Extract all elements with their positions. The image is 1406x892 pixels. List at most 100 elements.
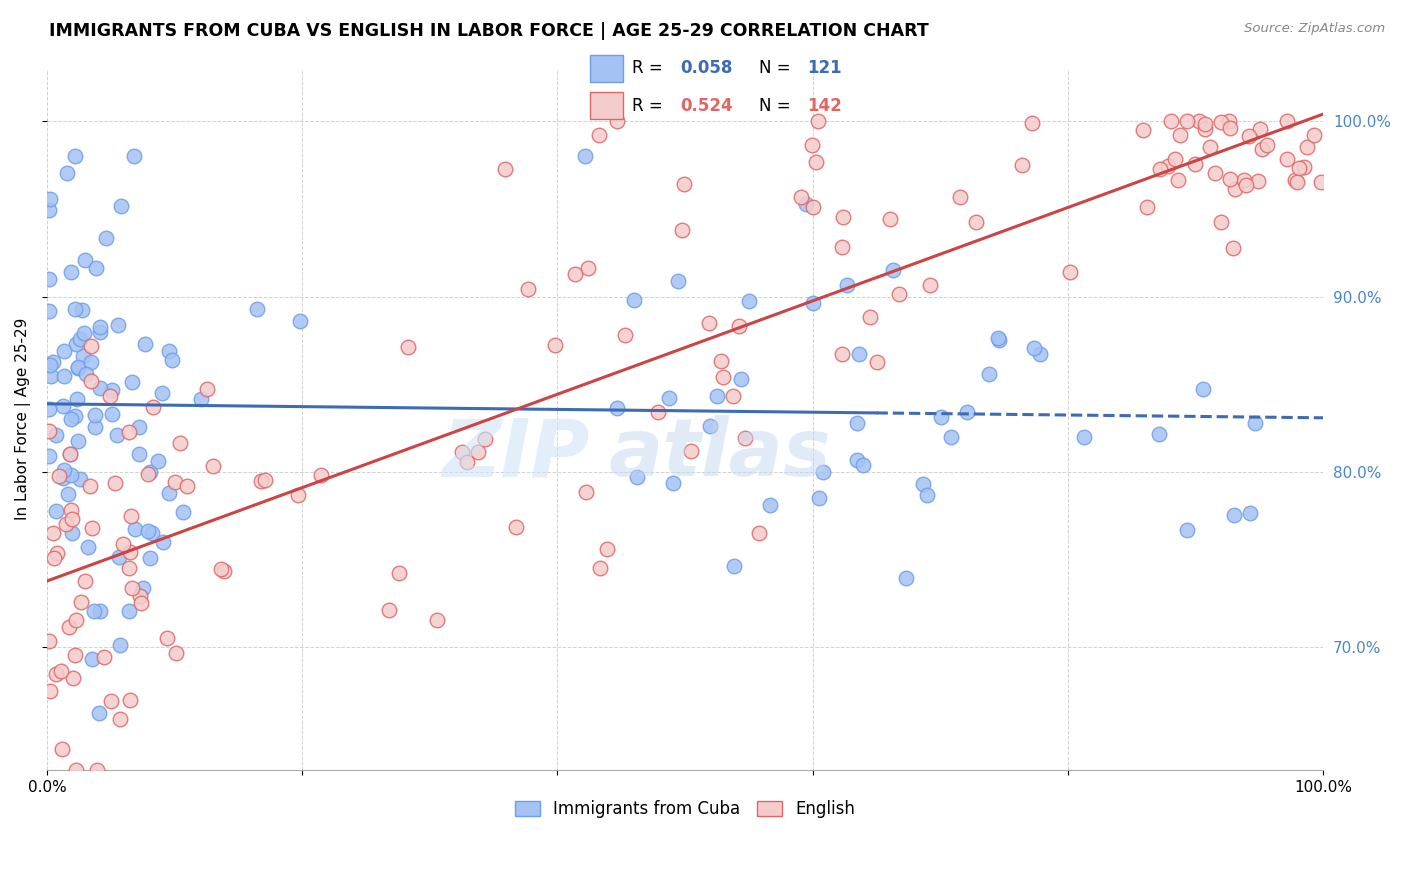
Point	[606, 114, 628, 128]
Point	[52, 462, 75, 476]
Point	[949, 190, 972, 204]
Point	[72, 303, 94, 318]
Point	[911, 477, 934, 491]
Legend: Immigrants from Cuba, English: Immigrants from Cuba, English	[509, 794, 862, 825]
Point	[67, 361, 90, 376]
Point	[73, 574, 96, 589]
Point	[1175, 114, 1198, 128]
Point	[801, 200, 824, 214]
Point	[848, 347, 870, 361]
Point	[80, 374, 103, 388]
Point	[150, 385, 173, 400]
Point	[108, 549, 131, 564]
Point	[808, 491, 831, 505]
Point	[42, 551, 65, 566]
Point	[287, 488, 309, 502]
Point	[169, 436, 191, 450]
Point	[723, 558, 745, 573]
Point	[1275, 114, 1298, 128]
Text: Source: ZipAtlas.com: Source: ZipAtlas.com	[1244, 22, 1385, 36]
Point	[60, 503, 83, 517]
Point	[1222, 241, 1244, 255]
Point	[214, 565, 236, 579]
Point	[38, 633, 60, 648]
Text: ZIP: ZIP	[441, 416, 589, 493]
Point	[1147, 427, 1170, 442]
Point	[98, 389, 121, 403]
Point	[574, 149, 596, 163]
Point	[100, 693, 122, 707]
Point	[89, 381, 111, 395]
Point	[730, 372, 752, 386]
Point	[86, 260, 108, 275]
Point	[39, 192, 62, 206]
Point	[70, 594, 93, 608]
Point	[45, 666, 67, 681]
Point	[69, 332, 91, 346]
Point	[51, 399, 73, 413]
Point	[1136, 200, 1159, 214]
Point	[202, 458, 225, 473]
Point	[517, 282, 540, 296]
Point	[706, 389, 728, 403]
Point	[679, 444, 702, 458]
Point	[59, 264, 82, 278]
Point	[38, 303, 60, 318]
Point	[118, 693, 141, 707]
Point	[626, 470, 648, 484]
Point	[60, 525, 83, 540]
Point	[101, 408, 124, 422]
Point	[1292, 161, 1315, 175]
Point	[1132, 123, 1154, 137]
Point	[111, 537, 134, 551]
Point	[1011, 158, 1033, 172]
Point	[65, 337, 87, 351]
Text: IMMIGRANTS FROM CUBA VS ENGLISH IN LABOR FORCE | AGE 25-29 CORRELATION CHART: IMMIGRANTS FROM CUBA VS ENGLISH IN LABOR…	[49, 22, 929, 40]
Point	[195, 382, 218, 396]
Point	[832, 211, 855, 225]
Point	[1211, 115, 1233, 129]
Text: 0.058: 0.058	[681, 60, 733, 78]
Point	[657, 391, 679, 405]
Point	[118, 545, 141, 559]
Point	[77, 540, 100, 554]
Point	[190, 392, 212, 406]
Point	[727, 318, 749, 333]
Point	[134, 336, 156, 351]
Point	[38, 358, 60, 372]
Y-axis label: In Labor Force | Age 25-29: In Labor Force | Age 25-29	[15, 318, 31, 520]
Point	[1059, 264, 1081, 278]
Point	[121, 581, 143, 595]
Point	[38, 684, 60, 698]
Point	[83, 604, 105, 618]
Point	[1247, 174, 1270, 188]
Point	[697, 316, 720, 330]
Point	[105, 428, 128, 442]
Point	[894, 571, 917, 585]
Point	[623, 293, 645, 308]
Point	[89, 604, 111, 618]
Point	[1251, 142, 1274, 156]
Point	[72, 349, 94, 363]
Point	[139, 465, 162, 479]
Point	[879, 211, 901, 226]
Point	[456, 455, 478, 469]
Point	[66, 360, 89, 375]
Point	[866, 355, 889, 369]
Point	[120, 509, 142, 524]
Point	[63, 149, 86, 163]
Point	[1219, 171, 1241, 186]
Point	[108, 712, 131, 726]
Point	[148, 454, 170, 468]
Point	[59, 468, 82, 483]
Point	[1194, 117, 1216, 131]
Point	[595, 541, 617, 556]
Point	[671, 222, 693, 236]
Point	[801, 295, 824, 310]
Point	[1209, 215, 1232, 229]
Point	[155, 632, 177, 646]
Point	[89, 320, 111, 334]
Point	[104, 476, 127, 491]
Point	[614, 327, 637, 342]
Point	[309, 467, 332, 482]
